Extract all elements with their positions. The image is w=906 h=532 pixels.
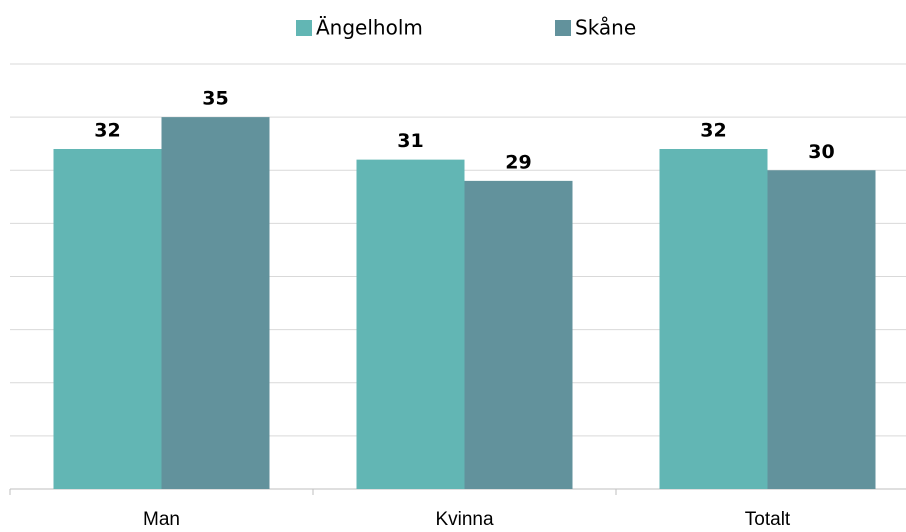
data-label: 31 <box>397 130 423 152</box>
x-tick-label: Totalt <box>745 509 791 530</box>
legend-label: Ängelholm <box>316 16 423 40</box>
bar <box>53 149 162 489</box>
data-label: 32 <box>700 120 726 142</box>
bar <box>464 180 573 489</box>
legend-swatch <box>555 20 571 36</box>
bar <box>767 170 876 489</box>
bar <box>356 159 465 489</box>
data-label: 35 <box>202 88 228 110</box>
bar <box>659 149 768 489</box>
x-tick-label: Kvinna <box>435 509 494 530</box>
x-tick-label: Man <box>143 509 180 530</box>
legend-swatch <box>296 20 312 36</box>
legend-label: Skåne <box>575 16 636 40</box>
bar <box>161 117 270 489</box>
data-label: 30 <box>808 141 834 163</box>
data-label: 29 <box>505 151 531 173</box>
data-label: 32 <box>94 120 120 142</box>
